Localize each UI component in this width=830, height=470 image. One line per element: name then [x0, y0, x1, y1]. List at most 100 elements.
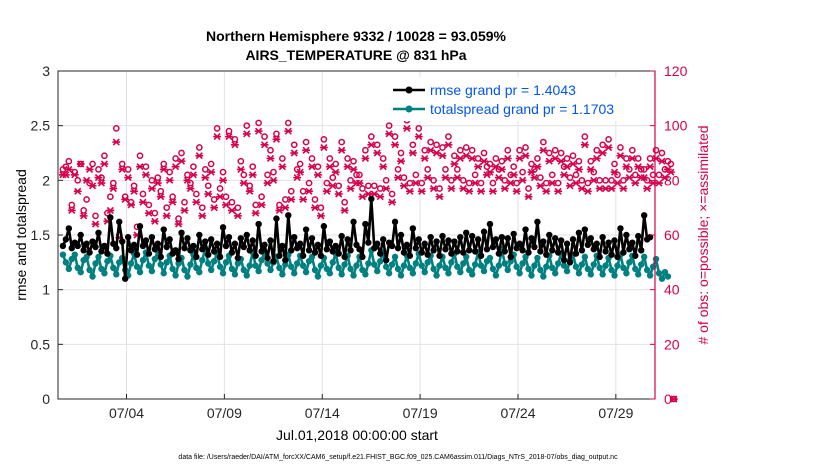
rmse-point [412, 244, 420, 252]
obs-assimilated-marker [497, 165, 506, 173]
obs-assimilated-marker [322, 187, 331, 195]
rmse-point [638, 247, 645, 254]
obs-assimilated-marker [192, 198, 201, 206]
rmse-point [222, 242, 230, 250]
rmse-point [480, 228, 488, 235]
rmse-point [400, 249, 408, 256]
obs-assimilated-marker [296, 168, 305, 176]
obs-assimilated-marker [257, 201, 266, 209]
obs-assimilated-marker [142, 171, 150, 179]
rmse-point [124, 233, 132, 241]
rmse-point [199, 246, 206, 253]
obs-assimilated-marker [515, 154, 524, 163]
obs-possible-marker [575, 157, 583, 165]
totalspread-point [646, 272, 654, 279]
rmse-point [74, 242, 81, 250]
rmse-point [516, 240, 523, 247]
obs-assimilated-marker [652, 154, 660, 163]
obs-assimilated-marker [73, 187, 82, 195]
obs-assimilated-marker [655, 179, 663, 187]
rmse-point [575, 229, 583, 237]
obs-assimilated-marker [403, 124, 411, 132]
obs-assimilated-marker [290, 149, 299, 157]
obs-possible-marker [347, 176, 354, 184]
rmse-point [311, 249, 319, 256]
rmse-point [448, 250, 455, 257]
obs-assimilated-marker [180, 206, 189, 214]
totalspread-point [113, 271, 120, 278]
obs-assimilated-marker [566, 182, 574, 190]
obs-possible-marker [80, 207, 88, 214]
obs-assimilated-marker [572, 179, 580, 187]
obs-possible-marker [652, 146, 660, 154]
obs-assimilated-marker [97, 179, 106, 187]
obs-possible-marker [175, 215, 182, 222]
obs-assimilated-marker [287, 195, 296, 204]
totalspread-point [442, 264, 449, 271]
obs-possible-marker [448, 176, 455, 184]
totalspread-point [572, 263, 580, 270]
obs-assimilated-marker [109, 184, 118, 193]
rmse-point [329, 248, 336, 255]
obs-possible-marker [270, 168, 277, 176]
totalspread-point [110, 264, 117, 271]
totalspread-point [412, 260, 420, 267]
obs-assimilated-marker [397, 157, 405, 165]
obs-assimilated-marker [88, 182, 97, 190]
obs-assimilated-marker [563, 163, 571, 171]
obs-possible-marker [424, 166, 432, 173]
rmse-point [350, 218, 357, 226]
rmse-point [116, 218, 123, 226]
obs-possible-marker [510, 163, 518, 171]
obs-assimilated-marker [76, 160, 85, 168]
rmse-point [436, 252, 443, 259]
rmse-point [98, 248, 105, 255]
obs-assimilated-marker [260, 141, 269, 149]
obs-possible-marker [341, 198, 348, 206]
rmse-point [308, 235, 316, 242]
rmse-point [276, 252, 283, 259]
obs-assimilated-marker [207, 168, 216, 176]
totalspread-point [89, 273, 96, 280]
obs-possible-marker [320, 135, 328, 143]
obs-possible-marker [296, 160, 304, 168]
obs-assimilated-marker [245, 187, 254, 195]
obs-possible-marker [599, 141, 607, 149]
y-tick-label-left: 1 [42, 282, 50, 298]
totalspread-point [255, 267, 262, 275]
obs-assimilated-marker [619, 184, 628, 193]
obs-possible-marker [528, 160, 535, 168]
obs-assimilated-marker [305, 187, 313, 195]
rmse-point [273, 215, 280, 222]
obs-possible-marker [587, 157, 595, 165]
rmse-point [474, 236, 482, 243]
rmse-point [454, 248, 461, 255]
obs-possible-marker [201, 166, 209, 173]
totalspread-point [599, 271, 606, 278]
rmse-point [193, 253, 200, 261]
rmse-point [460, 249, 467, 256]
rmse-point [341, 253, 348, 261]
obs-possible-marker [261, 133, 268, 140]
obs-assimilated-marker [414, 133, 423, 141]
obs-possible-marker [628, 146, 636, 154]
x-axis-label: Jul.01,2018 00:00:00 start [276, 427, 438, 443]
rmse-point [347, 247, 354, 254]
obs-assimilated-marker [355, 179, 364, 187]
obs-possible-marker [237, 157, 245, 165]
rmse-point [430, 247, 437, 254]
chart-title: Northern Hemisphere 9332 / 10028 = 93.05… [206, 28, 507, 44]
obs-possible-marker [68, 201, 76, 209]
obs-assimilated-marker [503, 154, 512, 163]
obs-assimilated-marker [388, 198, 396, 206]
rmse-point [640, 212, 648, 219]
obs-possible-marker [225, 127, 233, 135]
obs-assimilated-marker [622, 163, 631, 171]
obs-assimilated-marker [150, 217, 159, 225]
rmse-point [590, 246, 597, 253]
totalspread-point [560, 262, 568, 269]
rmse-point [181, 244, 188, 252]
totalspread-point [655, 270, 663, 277]
obs-possible-marker [228, 198, 236, 206]
obs-assimilated-marker [405, 187, 414, 195]
